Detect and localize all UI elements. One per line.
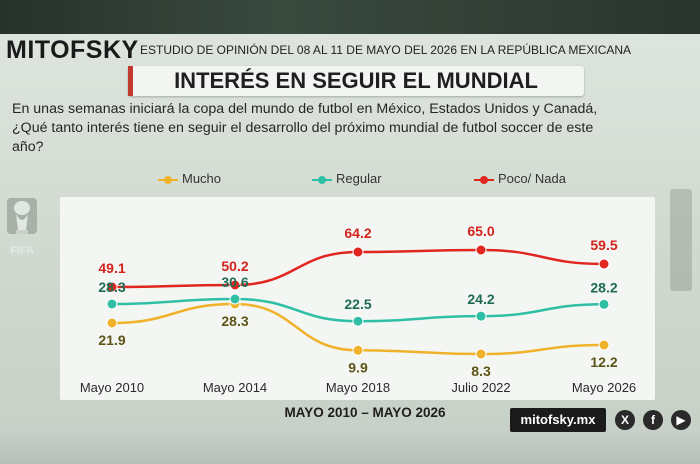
data-point-mucho-0: [106, 317, 118, 329]
data-point-mucho-4: [598, 339, 610, 351]
data-point-poco-0: [106, 281, 118, 293]
legend-label-poco: Poco/ Nada: [498, 171, 566, 186]
chart-title: INTERÉS EN SEGUIR EL MUNDIAL: [174, 68, 538, 93]
labels-layer: 21.9 28.3 9.9 8.3 12.2 28.3 30.6 22.5 24.2 28.2 49…: [98, 223, 617, 379]
title-bar: INTERÉS EN SEGUIR EL MUNDIAL: [128, 66, 584, 96]
world-cup-trophy-icon: FIFA: [7, 198, 37, 257]
data-point-regular-3: [475, 310, 487, 322]
data-label-poco-1: 50.2: [221, 258, 248, 274]
x-axis-ticks: Mayo 2010 Mayo 2014 Mayo 2018 Julio 2022 May…: [80, 380, 636, 395]
title-accent: [128, 66, 133, 96]
legend-label-mucho: Mucho: [182, 171, 222, 186]
data-label-regular-1: 30.6: [221, 274, 248, 290]
legend-item-poco: Poco/ Nada: [474, 170, 566, 188]
data-label-poco-4: 59.5: [590, 237, 617, 253]
x-tick-label-0: Mayo 2010: [80, 380, 144, 395]
legend: Mucho Regular Poco/ Nada: [0, 170, 700, 188]
brand-logo: MITOFSKY: [6, 36, 139, 64]
top-banner: [0, 0, 700, 34]
x-tick-label-2: Mayo 2018: [326, 380, 390, 395]
data-label-mucho-4: 12.2: [590, 354, 617, 370]
data-point-mucho-3: [475, 348, 487, 360]
legend-swatch-mucho: [158, 175, 178, 185]
fifa-label: FIFA: [10, 245, 34, 257]
youtube-icon[interactable]: ▶: [671, 410, 691, 430]
facebook-icon[interactable]: f: [643, 410, 663, 430]
lines-layer: [106, 244, 610, 360]
data-label-mucho-2: 9.9: [348, 359, 368, 375]
data-label-regular-4: 28.2: [590, 279, 617, 295]
website-badge[interactable]: mitofsky.mx: [510, 408, 606, 432]
data-label-mucho-1: 28.3: [221, 313, 248, 329]
x-tick-label-4: Mayo 2026: [572, 380, 636, 395]
legend-item-mucho: Mucho: [158, 170, 221, 188]
data-point-poco-1: [229, 279, 241, 291]
x-tick-label-1: Mayo 2014: [203, 380, 267, 395]
data-label-mucho-3: 8.3: [471, 363, 491, 379]
website-link[interactable]: mitofsky.mx: [520, 412, 596, 427]
data-point-regular-2: [352, 315, 364, 327]
legend-swatch-regular: [312, 175, 332, 185]
bottom-banner: [0, 430, 700, 464]
data-label-regular-0: 28.3: [98, 279, 125, 295]
chart-panel: [60, 197, 655, 400]
survey-question: En unas semanas iniciará la copa del mun…: [12, 101, 598, 155]
data-label-poco-2: 64.2: [344, 225, 371, 241]
data-point-mucho-2: [352, 344, 364, 356]
data-point-regular-0: [106, 298, 118, 310]
data-label-regular-2: 22.5: [344, 296, 371, 312]
legend-item-regular: Regular: [312, 170, 382, 188]
side-watermark: [670, 189, 692, 291]
data-point-regular-4: [598, 298, 610, 310]
data-point-poco-2: [352, 246, 364, 258]
legend-swatch-poco: [474, 175, 494, 185]
date-range: MAYO 2010 – MAYO 2026: [284, 405, 446, 420]
data-point-regular-1: [229, 293, 241, 305]
data-point-poco-4: [598, 258, 610, 270]
data-label-poco-0: 49.1: [98, 260, 125, 276]
x-icon[interactable]: X: [615, 410, 635, 430]
data-label-poco-3: 65.0: [467, 223, 494, 239]
legend-label-regular: Regular: [336, 171, 382, 186]
data-point-poco-3: [475, 244, 487, 256]
x-tick-label-3: Julio 2022: [451, 380, 510, 395]
data-label-regular-3: 24.2: [467, 291, 494, 307]
study-subtitle: ESTUDIO DE OPINIÓN DEL 08 AL 11 DE MAYO …: [140, 43, 632, 57]
data-label-mucho-0: 21.9: [98, 332, 125, 348]
